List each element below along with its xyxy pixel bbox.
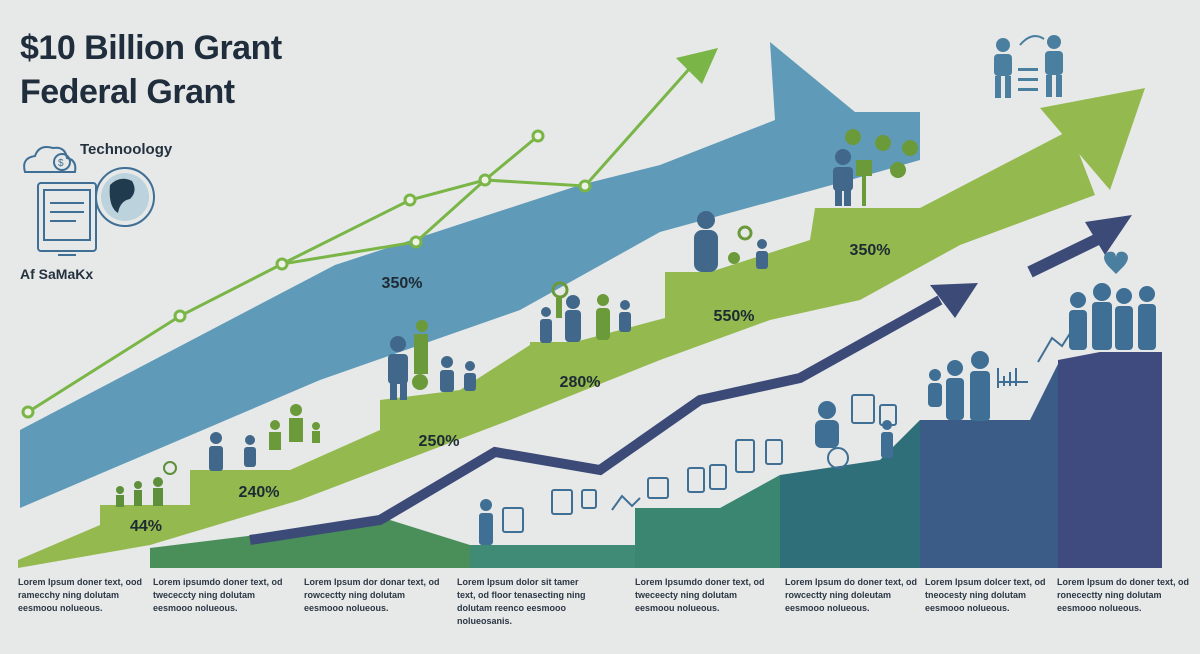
caption-7: Lorem Ipsum dolcer text, od tneocesty ni… <box>925 577 1046 613</box>
green-line-arrowhead <box>676 48 718 84</box>
tablet-icon <box>37 182 97 256</box>
green-line-lower <box>281 134 539 266</box>
navy-line-lower <box>249 295 943 545</box>
step-label-2: 240% <box>238 484 280 501</box>
navy-line-upper <box>1027 232 1103 278</box>
caption-1: Lorem Ipsum doner text, ood ramecchy nin… <box>18 577 143 613</box>
blue-growth-band <box>20 42 920 508</box>
svg-text:$: $ <box>58 158 64 169</box>
figures-step-6 <box>833 129 918 206</box>
device-icons-bottom <box>502 323 1077 533</box>
navy-bar-2 <box>1058 352 1162 568</box>
captions-row: Lorem Ipsum doner text, ood ramecchy nin… <box>0 576 1200 636</box>
page-title: $10 Billion Grant Federal Grant <box>20 26 282 114</box>
step-label-6: 350% <box>849 242 891 259</box>
step-label-1: 44% <box>129 518 163 535</box>
step-label-3: 250% <box>418 433 460 450</box>
title-line-2: Federal Grant <box>20 73 235 111</box>
caption-3: Lorem Ipsum dor donar text, od rowcectty… <box>304 577 440 613</box>
technology-label: Technoology <box>80 141 173 158</box>
figures-step-1 <box>116 461 177 507</box>
caption-8: Lorem Ipsum do doner text, od ronecectty… <box>1057 577 1190 613</box>
cloud-dollar-icon: $ <box>23 146 77 173</box>
green-stepped-band <box>18 130 1095 568</box>
caption-5: Lorem Ipsumdo doner text, od tweceecty n… <box>635 577 765 613</box>
step-label-5: 550% <box>713 308 755 325</box>
green-line-markers <box>21 129 592 419</box>
teal-bar-3 <box>780 420 920 568</box>
figures-bottom <box>479 251 1156 545</box>
blue-band-label: 350% <box>381 275 423 292</box>
globe-icon <box>95 167 155 227</box>
caption-2: Lorem ipsumdo doner text, od twececcty n… <box>153 577 283 613</box>
figures-step-4 <box>540 281 631 343</box>
navy-line-lower-arrow <box>930 283 978 318</box>
green-band-arrowhead <box>1040 88 1145 190</box>
figures-step-5 <box>694 211 768 272</box>
navy-bar-1 <box>920 360 1060 568</box>
caption-4: Lorem Ipsum dolor sit tamer text, od flo… <box>457 577 586 626</box>
teal-bar-2 <box>635 475 780 568</box>
technology-sub-label: Af SaMaKx <box>20 266 94 282</box>
navy-line-upper-arrow <box>1085 215 1132 255</box>
step-label-4: 280% <box>559 374 601 391</box>
teal-bar-1 <box>470 545 635 568</box>
figures-step-3 <box>388 320 476 400</box>
caption-6: Lorem Ipsum do doner text, od rowcectty … <box>785 577 918 613</box>
figures-step-2 <box>209 404 320 471</box>
title-line-1: $10 Billion Grant <box>20 29 282 67</box>
teal-hills <box>150 520 470 568</box>
people-exchange-icon <box>994 35 1063 98</box>
